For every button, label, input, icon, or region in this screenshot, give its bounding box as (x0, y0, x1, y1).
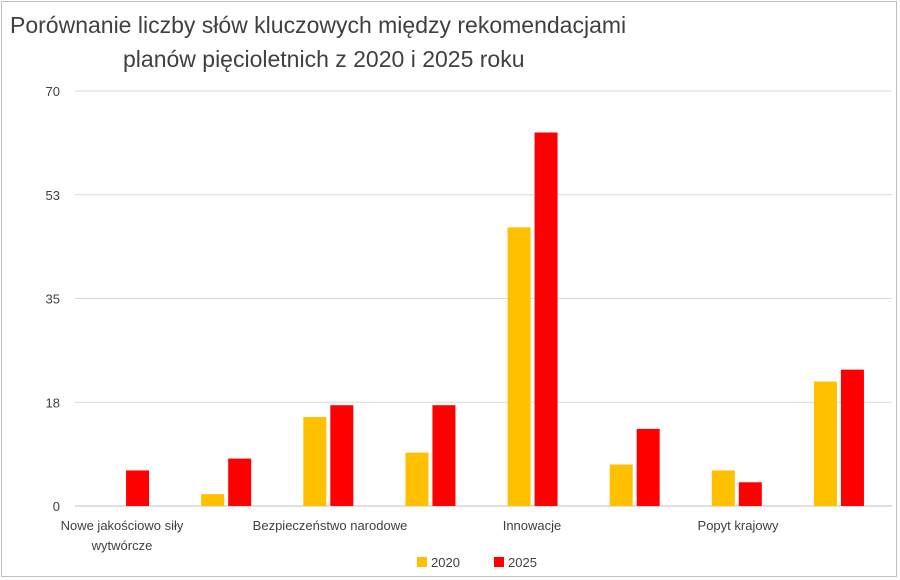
y-tick-label: 18 (46, 395, 60, 410)
bar-2020-6 (609, 464, 633, 506)
bar-2020-2 (201, 494, 225, 506)
x-axis-category-labels: Nowe jakościowo siły wytwórcze Bezpieczeńs… (61, 518, 779, 553)
category-label-3: Innowacje (503, 518, 562, 533)
category-label-1: Nowe jakościowo siły wytwórcze (61, 518, 184, 553)
bar-2025-1 (126, 470, 150, 506)
bar-2025-7 (738, 482, 762, 506)
chart-title: Porównanie liczby słów kluczowych między… (10, 8, 690, 76)
legend-label-2020: 2020 (431, 555, 460, 570)
y-tick-label: 35 (46, 292, 60, 307)
bars (126, 132, 864, 506)
y-axis-ticks: 0 18 35 53 70 (46, 84, 60, 514)
legend-swatch-2025 (494, 557, 504, 567)
bar-2025-2 (228, 458, 252, 506)
category-label-2: Bezpieczeństwo narodowe (253, 518, 408, 533)
chart-title-line-2: planów pięcioletnich z 2020 i 2025 roku (123, 46, 525, 72)
bar-2025-6 (636, 428, 660, 506)
bar-2025-5 (534, 132, 558, 506)
y-tick-label: 53 (46, 188, 60, 203)
bar-2020-7 (711, 470, 735, 506)
bar-2025-8 (840, 369, 864, 506)
category-label-4: Popyt krajowy (698, 518, 779, 533)
legend-label-2025: 2025 (508, 555, 537, 570)
bar-2020-8 (813, 381, 837, 506)
y-tick-label: 0 (53, 499, 60, 514)
y-tick-label: 70 (46, 84, 60, 99)
gridlines (75, 90, 892, 507)
bar-2020-3 (303, 417, 327, 506)
legend-swatch-2020 (417, 557, 427, 567)
bar-2020-4 (405, 452, 429, 506)
bar-2020-5 (507, 227, 531, 506)
bar-2025-3 (330, 405, 354, 506)
legend: 2020 2025 (417, 555, 537, 570)
bar-2025-4 (432, 405, 456, 506)
chart-title-line-1: Porównanie liczby słów kluczowych między… (10, 12, 627, 38)
